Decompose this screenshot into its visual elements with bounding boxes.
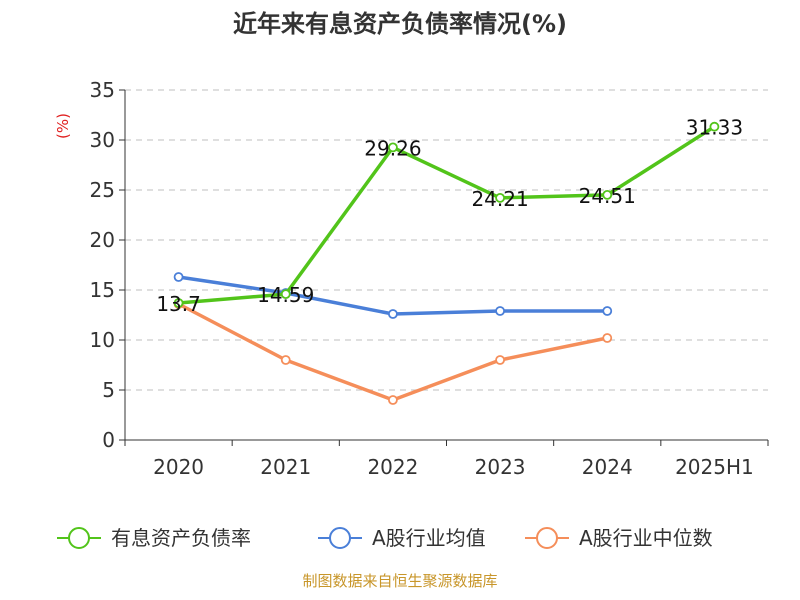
legend-swatch-marker — [536, 527, 558, 549]
data-label: 29.26 — [364, 136, 421, 160]
x-tick-label: 2020 — [153, 455, 204, 479]
y-tick-label: 5 — [102, 378, 115, 402]
data-point — [495, 355, 505, 365]
legend-item: A股行业中位数 — [525, 526, 713, 550]
data-point — [173, 298, 184, 308]
legend-item: A股行业均值 — [318, 526, 486, 550]
legend-label: A股行业均值 — [372, 526, 486, 550]
series-1 — [173, 272, 613, 319]
data-point — [602, 189, 613, 200]
x-tick-label: 2023 — [475, 455, 526, 479]
y-tick-label: 35 — [90, 78, 115, 102]
data-point — [388, 309, 398, 319]
legend: 有息资产负债率 A股行业均值 A股行业中位数 — [57, 526, 713, 550]
data-point — [280, 355, 291, 365]
data-label: 24.21 — [471, 187, 528, 211]
legend-swatch-marker — [68, 527, 90, 549]
data-labels: 13.7 14.59 29.26 24.21 24.51 31.33 — [156, 116, 743, 316]
x-tick-label: 2022 — [367, 455, 418, 479]
y-tick-label: 25 — [90, 178, 115, 202]
y-tick-label: 15 — [90, 278, 115, 302]
x-tick-label: 2025H1 — [675, 455, 754, 479]
grid-lines — [125, 89, 768, 391]
data-point — [709, 121, 720, 132]
data-point — [495, 306, 505, 316]
source-note: 制图数据来自恒生聚源数据库 — [302, 572, 497, 590]
legend-swatch-marker — [329, 527, 351, 549]
series-line — [176, 275, 609, 316]
x-tick-label: 2024 — [582, 455, 633, 479]
data-point — [388, 395, 398, 405]
data-point — [173, 272, 184, 282]
data-point — [495, 192, 505, 203]
y-tick-label: 0 — [102, 428, 115, 452]
data-point — [602, 306, 613, 316]
data-label: 14.59 — [257, 283, 314, 307]
data-label: 24.51 — [579, 184, 636, 208]
y-tick-label: 10 — [90, 328, 115, 352]
data-point — [280, 289, 291, 300]
data-label: 13.7 — [156, 292, 201, 316]
series-lines — [173, 121, 720, 405]
legend-label: A股行业中位数 — [579, 526, 713, 550]
data-point — [388, 142, 398, 153]
x-tick-label: 2021 — [260, 455, 311, 479]
legend-label: 有息资产负债率 — [111, 526, 251, 550]
series-line — [176, 124, 717, 305]
chart-title: 近年来有息资产负债率情况(%) — [233, 10, 567, 38]
axes: 0 5 10 15 20 25 30 35 2020 2021 2022 2023 2024 2025H1 — [90, 78, 769, 479]
legend-item: 有息资产负债率 — [57, 526, 251, 550]
y-axis-label: (%) — [54, 113, 72, 139]
y-tick-label: 20 — [90, 228, 115, 252]
series-0 — [173, 121, 720, 308]
y-tick-label: 30 — [90, 128, 115, 152]
data-point — [602, 333, 613, 343]
data-label: 31.33 — [686, 116, 743, 140]
